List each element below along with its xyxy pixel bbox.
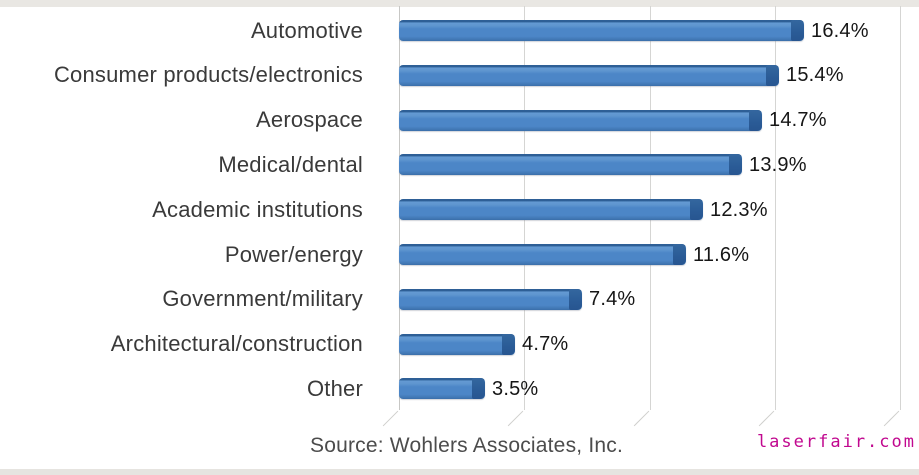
bar-end-cap xyxy=(472,378,485,400)
gridline xyxy=(758,6,776,427)
bar xyxy=(399,154,742,176)
category-label: Medical/dental xyxy=(218,151,363,177)
value-label: 16.4% xyxy=(811,19,869,42)
category-label: Academic institutions xyxy=(152,196,363,222)
category-label: Other xyxy=(306,375,363,401)
bar-end-cap xyxy=(729,154,742,176)
bar xyxy=(399,199,703,221)
bar-end-cap xyxy=(673,244,686,265)
watermark-laserfair: laserfair.com xyxy=(756,432,916,452)
value-label: 7.4% xyxy=(589,288,636,311)
bar-end-cap xyxy=(569,288,582,310)
bar xyxy=(399,333,515,355)
top-edge-strip xyxy=(0,0,919,7)
category-label: Architectural/construction xyxy=(110,331,363,357)
category-label: Power/energy xyxy=(224,241,363,267)
category-label: Consumer products/electronics xyxy=(53,62,363,88)
bar-end-cap xyxy=(791,20,804,41)
value-label: 13.9% xyxy=(749,153,807,176)
value-label: 12.3% xyxy=(710,198,768,221)
bottom-edge-strip xyxy=(0,469,919,475)
gridline xyxy=(883,6,901,427)
value-label: 11.6% xyxy=(693,243,750,266)
bar xyxy=(399,244,686,265)
bar xyxy=(399,64,779,86)
bar xyxy=(399,288,582,310)
bar xyxy=(399,378,485,400)
category-label: Automotive xyxy=(250,17,363,43)
bar-end-cap xyxy=(502,333,515,355)
bar-end-cap xyxy=(749,109,762,131)
source-caption: Source: Wohlers Associates, Inc. xyxy=(310,434,623,457)
category-label: Government/military xyxy=(162,286,363,312)
bar xyxy=(399,20,804,41)
value-label: 15.4% xyxy=(786,64,844,87)
bar-end-cap xyxy=(766,64,779,86)
category-label: Aerospace xyxy=(256,107,363,133)
bar-end-cap xyxy=(690,199,703,221)
bar xyxy=(399,109,762,131)
value-label: 4.7% xyxy=(522,333,569,356)
value-label: 3.5% xyxy=(492,377,539,400)
value-label: 14.7% xyxy=(769,109,827,132)
